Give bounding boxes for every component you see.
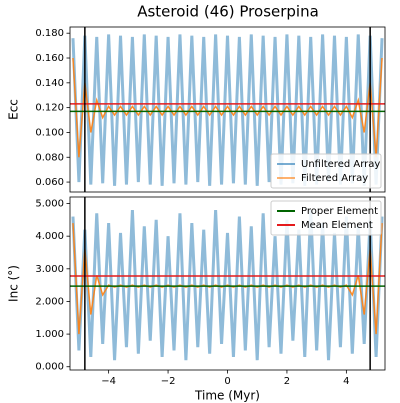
legend-label: Mean Element: [301, 220, 373, 231]
series-line: [71, 209, 384, 361]
plot-area: [70, 27, 385, 192]
x-tick-label: −2: [161, 376, 176, 387]
legend-label: Unfiltered Array: [301, 159, 380, 170]
y-tick-label: 3.000: [35, 264, 64, 275]
y-tick-label: 1.000: [35, 329, 64, 340]
y-tick-label: 4.000: [35, 231, 64, 242]
legend-box: [270, 200, 382, 236]
x-tick-label: 0: [224, 376, 230, 387]
x-axis-label: Time (Myr): [194, 389, 260, 403]
y-tick-label: 0.140: [35, 78, 64, 89]
y-tick-label: 0.080: [35, 152, 64, 163]
x-tick-label: 2: [284, 376, 290, 387]
y-tick-label: 0.180: [35, 28, 64, 39]
series-line: [72, 57, 383, 158]
x-tick-label: 4: [343, 376, 349, 387]
legend-label: Proper Element: [301, 206, 378, 217]
x-tick-label: −4: [101, 376, 116, 387]
y-tick-label: 2.000: [35, 296, 64, 307]
chart-title: Asteroid (46) Proserpina: [137, 3, 319, 21]
legend-box: [270, 153, 382, 189]
y-tick-label: 0.100: [35, 127, 64, 138]
y-axis-label: Ecc: [7, 99, 21, 120]
y-tick-label: 0.000: [35, 362, 64, 373]
legend-label: Filtered Array: [301, 173, 368, 184]
y-tick-label: 5.000: [35, 199, 64, 210]
y-axis-label: Inc (°): [7, 265, 21, 302]
y-tick-label: 0.120: [35, 103, 64, 114]
y-tick-label: 0.160: [35, 53, 64, 64]
axes-frame: [69, 26, 386, 193]
series-line: [71, 34, 384, 186]
y-tick-label: 0.060: [35, 177, 64, 188]
